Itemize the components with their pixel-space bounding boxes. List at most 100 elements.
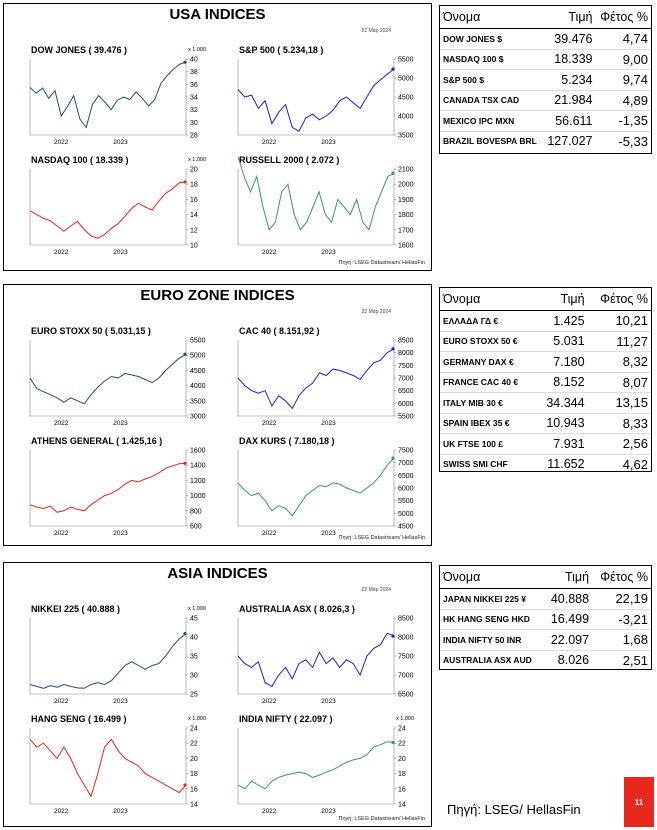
line-chart: INDIA NIFTY ( 22.097 ) x 1.000 24 22 20 18 16 1… — [236, 714, 434, 824]
y-tick-label: 18 — [190, 182, 198, 189]
x-tick-label: 2023 — [113, 698, 128, 705]
y-tick-label: 40 — [190, 635, 198, 642]
y-tick-label: 12 — [190, 227, 198, 234]
y-tick-label: 8500 — [398, 338, 414, 345]
line-chart: CAC 40 ( 8.151,92 ) 8500 8000 7500 7000 6500 6… — [236, 326, 434, 436]
x-tick-label: 2023 — [321, 698, 336, 705]
footer-source: Πηγή: LSEG/ HellasFin — [447, 802, 581, 817]
scale-label: x 1.000 — [188, 716, 206, 722]
index-price: 8.152 — [535, 371, 588, 393]
x-tick-label: 2022 — [54, 808, 69, 815]
y-tick-label: 18 — [190, 771, 198, 778]
series-line — [237, 741, 395, 790]
index-price: 56.611 — [542, 110, 596, 131]
series-line — [237, 348, 395, 410]
y-tick-label: 14 — [190, 212, 198, 219]
table-body: DOW JONES $39.476 4,74 NASDAQ 100 $18.339 9… — [440, 28, 651, 151]
table-row: DOW JONES $39.476 4,74 — [440, 28, 651, 49]
asia-table: Όνομα Τιμή Φέτος % JAPAN NIKKEI 225 ¥40.… — [439, 565, 652, 670]
chart-svg: EURO STOXX 50 ( 5.031,15 ) 5500 5000 4500 40… — [29, 326, 206, 427]
chart-svg: DAX KURS ( 7.180,18 ) 7500 7000 6500 6000 550… — [237, 436, 414, 537]
y-tick-label: 38 — [190, 69, 198, 76]
chart-svg: CAC 40 ( 8.151,92 ) 8500 8000 7500 7000 6500 6… — [237, 326, 414, 427]
y-tick-label: 4500 — [398, 524, 414, 531]
index-price: 7.180 — [535, 351, 588, 372]
index-ytd: -3,21 — [592, 608, 651, 630]
index-name: DOW JONES $ — [440, 28, 543, 49]
index-name: EURO STOXX 50 € — [440, 330, 536, 352]
chart-axes — [237, 728, 395, 805]
index-name: S&P 500 $ — [440, 69, 543, 90]
chart-title: RUSSELL 2000 ( 2.072 ) — [239, 155, 339, 165]
y-tick-label: 5500 — [190, 338, 206, 345]
x-tick-label: 2023 — [321, 249, 336, 256]
y-tick-label: 32 — [190, 107, 198, 114]
index-price: 16.499 — [543, 608, 593, 630]
index-name: JAPAN NIKKEI 225 ¥ — [440, 588, 544, 609]
series-line — [237, 156, 395, 231]
col-name: Όνομα — [440, 6, 543, 29]
table-row: UK FTSE 100 £7.931 2,56 — [440, 433, 651, 454]
index-name: UK FTSE 100 £ — [440, 433, 536, 454]
asia-title: ASIA INDICES — [167, 565, 268, 582]
table-row: INDIA NIFTY 50 INR 22.097 1,68 — [440, 629, 651, 650]
series-line — [237, 632, 395, 688]
x-tick-label: 2023 — [321, 139, 336, 146]
index-ytd: 9,74 — [595, 69, 651, 90]
index-name: INDIA NIFTY 50 INR — [440, 629, 544, 650]
table-row: BRAZIL BOVESPA BRL 127.027 -5,33 — [440, 130, 651, 151]
series-line — [29, 181, 187, 239]
table-body: ΕΛΛΑΔΑ ΓΔ €1.425 10,21 EURO STOXX 50 €5.03… — [440, 310, 651, 474]
y-tick-label: 8500 — [398, 616, 414, 623]
y-tick-label: 10 — [190, 243, 198, 250]
last-point — [183, 352, 187, 356]
y-tick-label: 24 — [190, 726, 198, 733]
y-tick-label: 45 — [190, 616, 198, 623]
line-chart: NIKKEI 225 ( 40.888 ) x 1.000 45 40 35 30 25 20… — [28, 604, 226, 714]
chart-title: S&P 500 ( 5.234,18 ) — [239, 45, 323, 55]
index-name: FRANCE CAC 40 € — [440, 371, 536, 393]
x-tick-label: 2023 — [113, 249, 128, 256]
y-tick-label: 16 — [398, 786, 406, 793]
line-chart: DAX KURS ( 7.180,18 ) 7500 7000 6500 6000 550… — [236, 436, 434, 546]
table-row: ΕΛΛΑΔΑ ΓΔ €1.425 10,21 — [440, 310, 651, 331]
table-row: FRANCE CAC 40 €8.152 8,07 — [440, 371, 651, 393]
y-tick-label: 28 — [190, 133, 198, 140]
index-ytd: 8,33 — [587, 412, 651, 434]
chart-svg: HANG SENG ( 16.499 ) x 1.000 24 22 20 18 16 14 2… — [29, 714, 206, 815]
y-tick-label: 7500 — [398, 448, 414, 455]
index-name: SPAIN IBEX 35 € — [440, 412, 536, 434]
y-tick-label: 22 — [398, 741, 406, 748]
index-price: 21.984 — [542, 89, 596, 111]
y-tick-label: 4000 — [190, 383, 206, 390]
table-row: MEXICO IPC MXN 56.611 -1,35 — [440, 110, 651, 131]
index-name: HK HANG SENG HKD — [440, 608, 544, 630]
usa-panel: USA INDICES 22 Μαρ 2024 Πηγή: LSEG Datas… — [3, 3, 432, 271]
last-point — [391, 740, 395, 745]
chart-title: AUSTRALIA ASX ( 8.026,3 ) — [239, 604, 355, 614]
y-tick-label: 40 — [190, 57, 198, 64]
index-name: ITALY MIB 30 € — [440, 392, 536, 413]
index-price: 5.031 — [535, 330, 588, 352]
series-line — [237, 457, 395, 517]
usa-source: Πηγή: LSEG Datastream/ HellasFin — [338, 260, 425, 266]
y-tick-label: 7500 — [398, 363, 414, 370]
y-tick-label: 2100 — [398, 167, 414, 174]
y-tick-label: 6000 — [398, 486, 414, 493]
index-ytd: 10,21 — [587, 310, 651, 331]
y-tick-label: 600 — [190, 524, 202, 531]
x-tick-label: 2023 — [321, 808, 336, 815]
table-body: JAPAN NIKKEI 225 ¥40.888 22,19 HK HANG SEN… — [440, 588, 651, 670]
y-tick-label: 7000 — [398, 460, 414, 467]
chart-axes — [29, 340, 187, 417]
y-tick-label: 3500 — [190, 398, 206, 405]
col-price: Τιμή — [543, 566, 593, 589]
series-line — [29, 462, 187, 513]
line-chart: HANG SENG ( 16.499 ) x 1.000 24 22 20 18 16 14 2… — [28, 714, 226, 824]
x-tick-label: 2023 — [113, 530, 128, 537]
index-price: 1.425 — [535, 310, 588, 331]
index-ytd: 9,00 — [595, 48, 651, 70]
index-price: 39.476 — [542, 28, 596, 49]
last-point — [391, 347, 395, 351]
last-point — [391, 456, 395, 460]
